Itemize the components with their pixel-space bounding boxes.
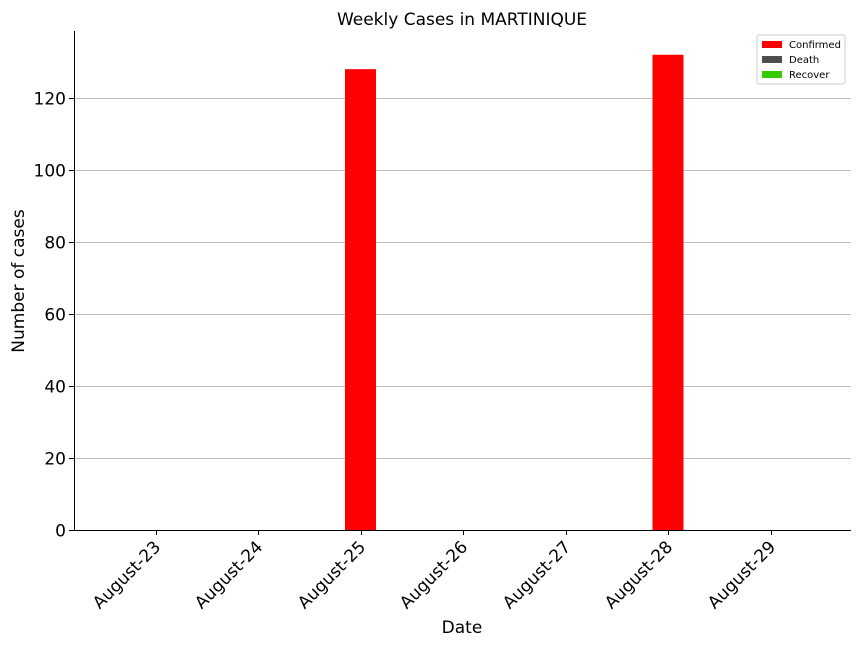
legend-label-recover: Recover [789,70,830,81]
x-tick-label: August-26 [396,537,472,613]
x-tick-label: August-27 [499,537,575,613]
y-tick-label: 120 [34,90,66,110]
y-tick-label: 0 [55,522,66,542]
y-axis-label: Number of cases [9,209,29,353]
legend-swatch-confirmed [762,41,782,48]
y-tick-label: 20 [44,450,66,470]
x-ticks: August-23 August-24 August-25 August-26 Augu… [89,530,780,613]
x-tick-label: August-24 [191,537,267,613]
y-tick-label: 100 [34,162,66,182]
x-axis-label: Date [442,618,483,638]
grid [74,98,851,459]
bar-confirmed-august-28 [652,54,684,531]
legend: Confirmed Death Recover [756,34,846,85]
y-tick-label: 40 [44,378,66,398]
legend-label-death: Death [789,55,819,66]
legend-swatch-recover [762,71,782,78]
y-tick-label: 80 [44,234,66,254]
x-tick-label: August-28 [601,537,677,613]
legend-label-confirmed: Confirmed [789,40,841,51]
y-tick-label: 60 [44,306,66,326]
x-tick-label: August-25 [294,537,370,613]
bars [345,54,684,531]
bar-confirmed-august-25 [345,69,376,530]
chart-title: Weekly Cases in MARTINIQUE [337,10,587,30]
x-tick-label: August-29 [704,537,780,613]
x-tick-label: August-23 [89,537,165,613]
legend-swatch-death [762,56,782,63]
y-ticks: 0 20 40 60 80 100 120 [34,90,74,542]
